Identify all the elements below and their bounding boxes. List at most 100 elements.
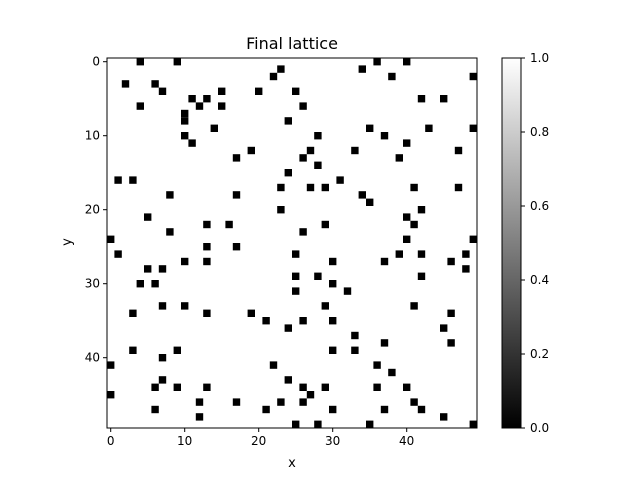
lattice-cell [195, 102, 204, 110]
lattice-cell [129, 309, 137, 317]
lattice-cell [136, 102, 144, 110]
lattice-cell [417, 405, 426, 414]
lattice-cell [410, 183, 418, 192]
lattice-cell [417, 206, 426, 214]
colorbar-ticks: 0.0 0.2 0.4 0.6 0.8 1.0 [521, 51, 549, 435]
chart-title: Final lattice [246, 34, 338, 53]
lattice-cell [329, 405, 337, 414]
lattice-cell [210, 124, 218, 132]
lattice-cell [321, 383, 329, 391]
lattice-cell [403, 383, 411, 391]
lattice-cell [121, 80, 130, 88]
lattice-cell [292, 272, 300, 280]
lattice-cell [380, 132, 389, 140]
lattice-cell [173, 383, 181, 391]
lattice-cell [314, 132, 322, 140]
colorbar-tick-label: 0.4 [530, 273, 549, 287]
lattice-cell [158, 302, 167, 310]
lattice-cell [173, 346, 181, 354]
lattice-cell [299, 317, 307, 325]
lattice-cell [447, 309, 455, 317]
colorbar-tick-label: 0.6 [530, 199, 549, 213]
lattice-cell [203, 309, 211, 317]
lattice-cell [218, 102, 226, 110]
colorbar-tick-label: 0.0 [530, 421, 549, 435]
lattice-cell [351, 146, 359, 155]
x-tick-label: 20 [251, 434, 266, 448]
lattice-cell [232, 191, 241, 199]
lattice-cell [284, 376, 292, 384]
lattice-cell [410, 398, 418, 406]
lattice-cell [195, 398, 204, 406]
lattice-cell [232, 154, 241, 162]
lattice-cell [158, 87, 167, 95]
lattice-cell [107, 361, 115, 369]
lattice-cell [299, 398, 307, 406]
lattice-cell [380, 257, 389, 266]
lattice-cell [469, 124, 477, 132]
lattice-cell [284, 117, 292, 125]
lattice-cell [262, 317, 270, 325]
lattice-cells [107, 58, 477, 428]
lattice-cell [380, 405, 389, 414]
lattice-cell [447, 257, 455, 266]
lattice-cell [292, 420, 300, 428]
lattice-cell [247, 146, 255, 155]
lattice-cell [343, 287, 352, 295]
colorbar-tick-label: 1.0 [530, 51, 549, 65]
lattice-cell [440, 413, 448, 421]
lattice-cell [299, 383, 307, 391]
x-axis-label: x [288, 456, 296, 471]
y-axis: 0 10 20 30 40 [85, 55, 107, 365]
lattice-cell [269, 72, 278, 81]
lattice-cell [158, 376, 167, 384]
lattice-cell [277, 65, 285, 73]
lattice-cell [469, 420, 477, 428]
lattice-cell [299, 102, 307, 110]
lattice-cell [292, 87, 300, 95]
y-tick-label: 40 [85, 351, 100, 365]
lattice-cell [366, 198, 374, 206]
colorbar-tick-label: 0.2 [530, 347, 549, 361]
x-axis: 0 10 20 30 40 [107, 428, 414, 448]
x-tick-label: 0 [107, 434, 115, 448]
lattice-cell [388, 368, 396, 377]
lattice-cell [129, 176, 137, 184]
lattice-cell [181, 132, 189, 140]
lattice-cell [203, 383, 211, 391]
lattice-cell [403, 213, 411, 221]
colorbar [501, 57, 522, 429]
lattice-cell [262, 405, 270, 414]
lattice-cell [440, 324, 448, 332]
lattice-cell [255, 87, 263, 95]
colorbar-tick-label: 0.8 [530, 125, 549, 139]
lattice-cell [173, 58, 181, 66]
lattice-cell [166, 228, 174, 236]
lattice-cell [136, 58, 144, 66]
lattice-cell [417, 95, 426, 103]
lattice-cell [284, 324, 292, 332]
lattice-cell [181, 257, 189, 266]
lattice-cell [203, 257, 211, 266]
lattice-cell [373, 361, 381, 369]
lattice-cell [462, 250, 470, 258]
lattice-cell [380, 339, 389, 347]
lattice-cell [225, 220, 233, 229]
lattice-cell [314, 420, 322, 428]
lattice-cell [114, 176, 122, 184]
lattice-cell [314, 161, 322, 169]
lattice-cell [388, 72, 396, 81]
lattice-cell [277, 183, 285, 192]
lattice-cell [181, 109, 189, 118]
lattice-cell [306, 146, 315, 155]
lattice-cell [299, 228, 307, 236]
lattice-cell [469, 72, 477, 81]
lattice-cell [277, 206, 285, 214]
lattice-cell [181, 117, 189, 125]
lattice-cell [329, 317, 337, 325]
lattice-cell [314, 272, 322, 280]
x-tick-label: 40 [399, 434, 414, 448]
lattice-cell [417, 250, 426, 258]
lattice-cell [410, 220, 418, 229]
